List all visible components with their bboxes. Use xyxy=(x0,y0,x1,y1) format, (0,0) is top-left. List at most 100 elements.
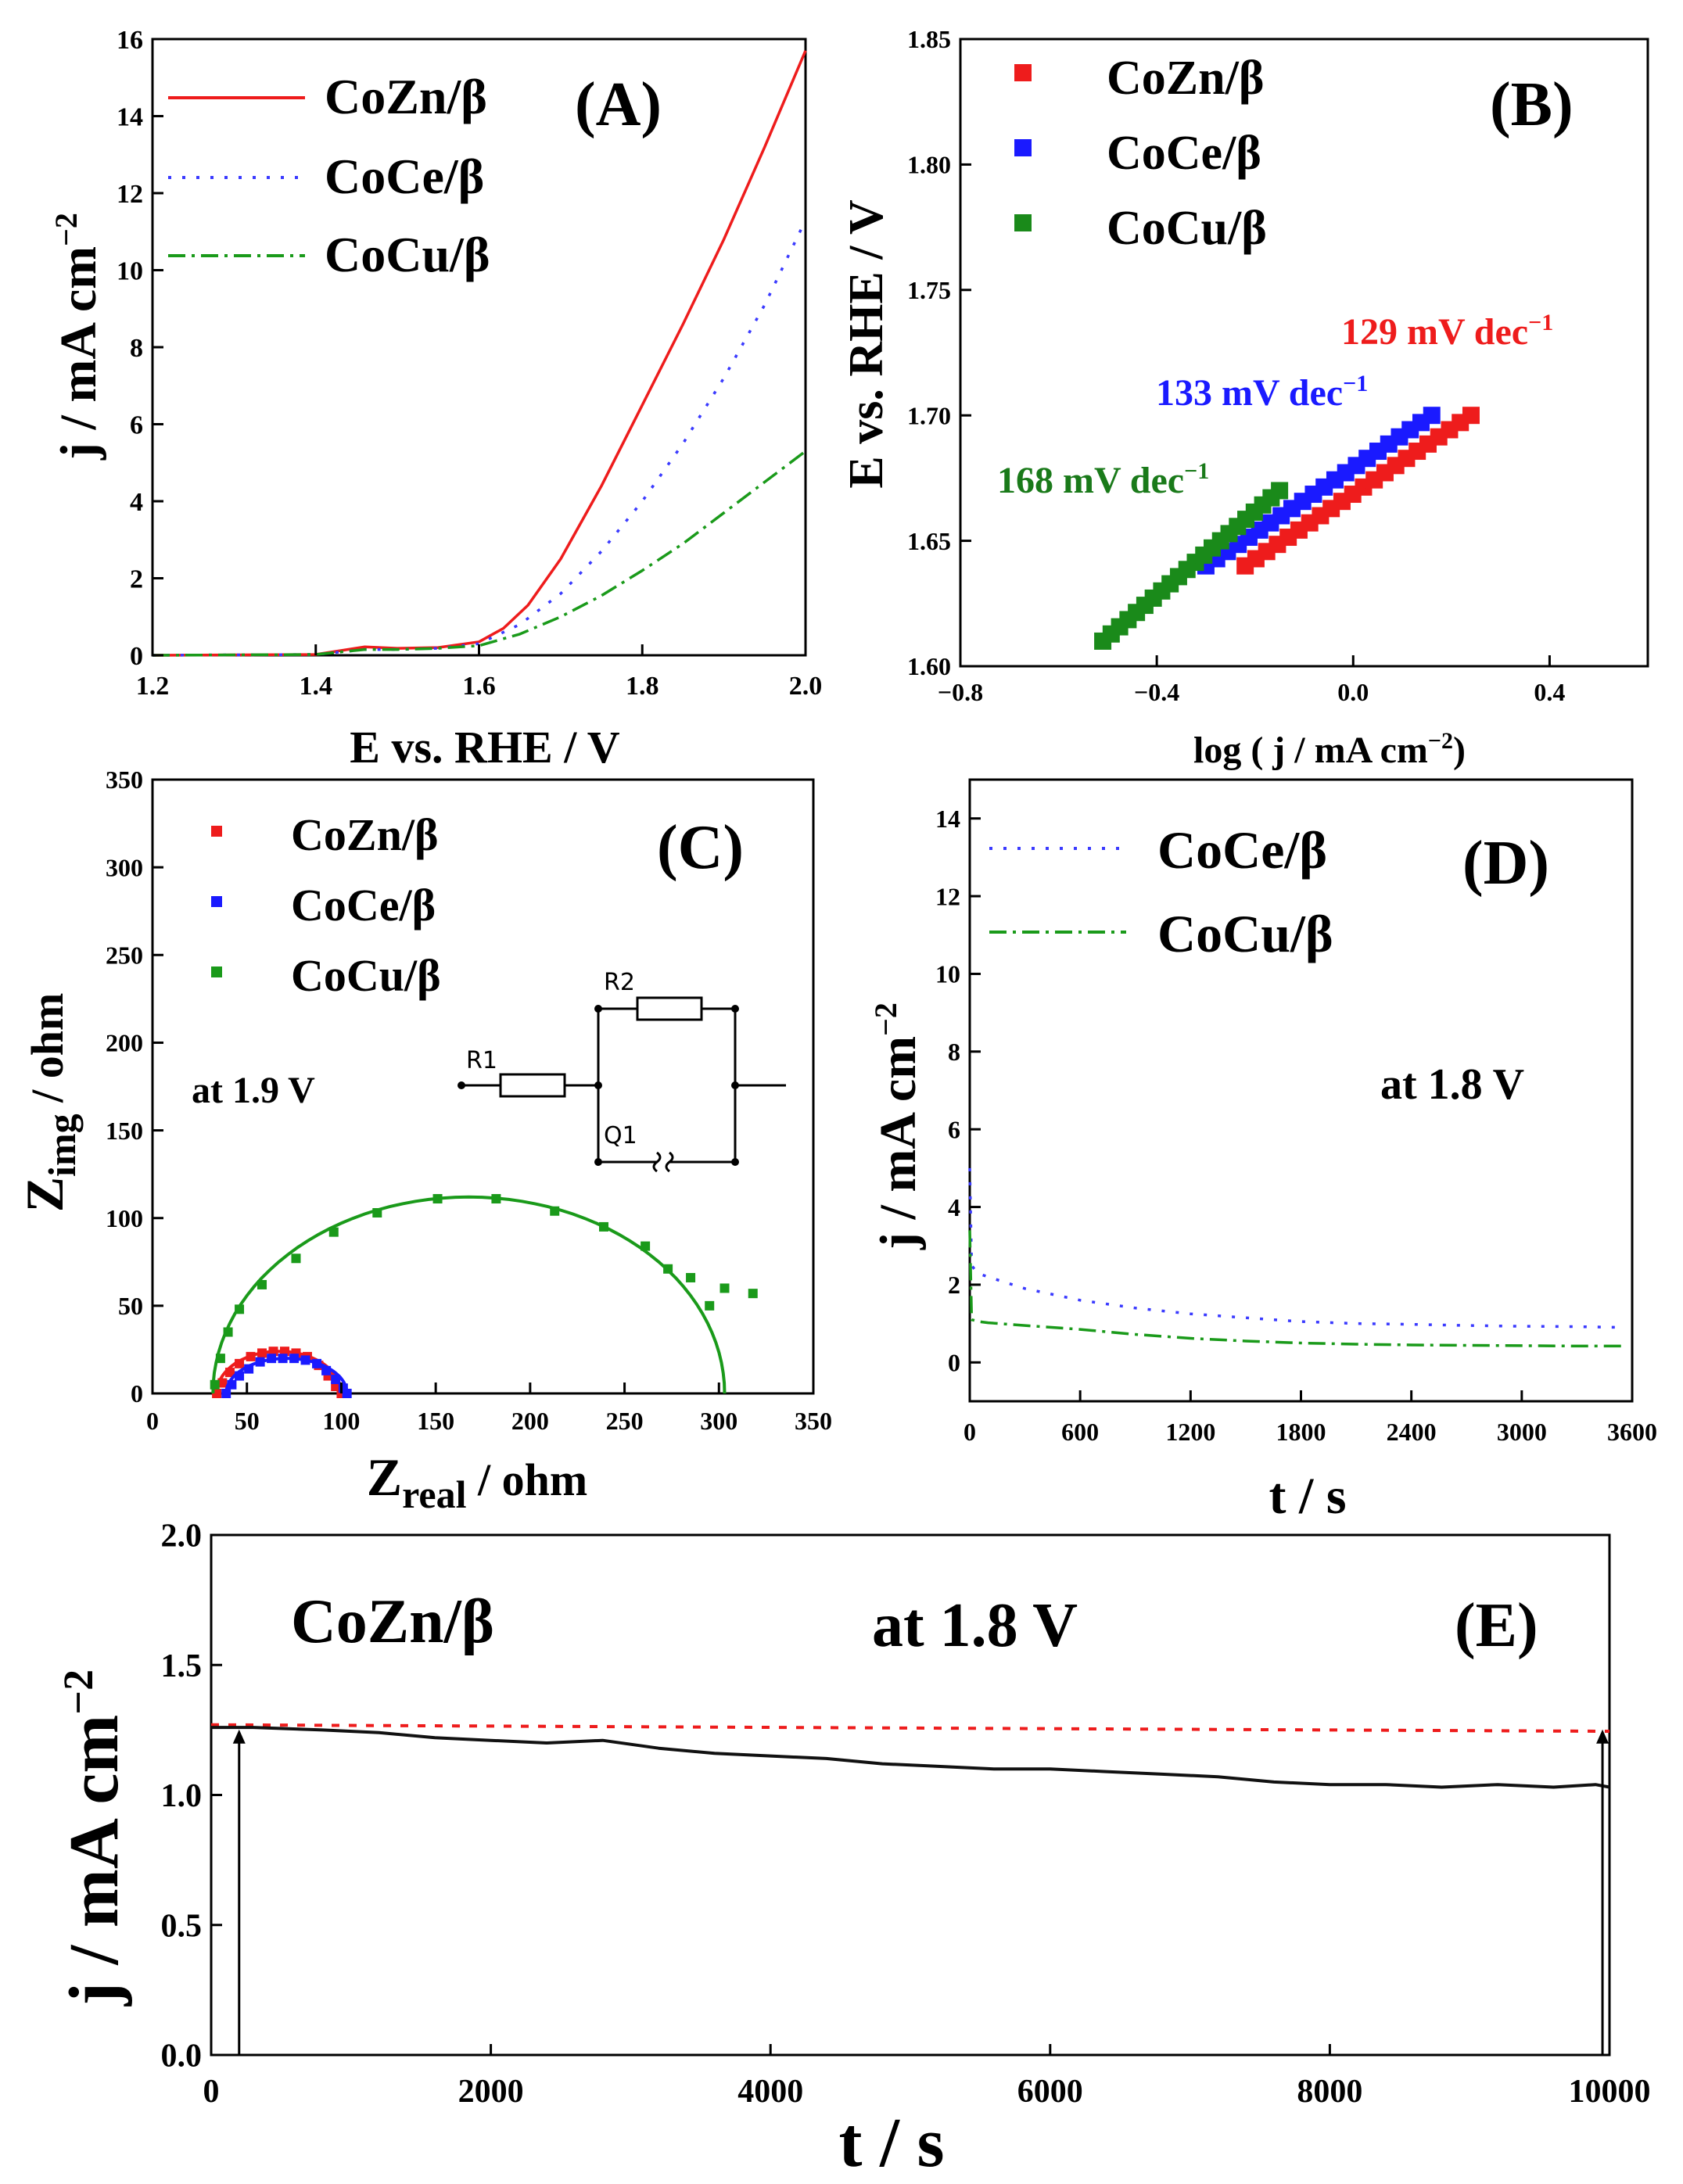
y-tick-label: 1.5 xyxy=(161,1648,203,1684)
y-tick-label: 300 xyxy=(106,853,143,881)
series-line-cozn xyxy=(211,1726,1610,1789)
legend-label-cocu: CoCu/β xyxy=(325,227,490,282)
data-point-cocu xyxy=(719,1283,730,1293)
panel-c-x-axis-title: Zreal / ohm xyxy=(367,1447,587,1516)
y-tick-label: 2 xyxy=(948,1271,960,1299)
panel-b-x-axis-title-main: log ( j / mA cm xyxy=(1193,730,1428,771)
legend-label-cozn: CoZn/β xyxy=(325,69,487,124)
series-line-coce xyxy=(968,1167,1624,1329)
y-tick-label: 200 xyxy=(106,1029,143,1057)
panel-e: 0 2000 4000 6000 8000 10000 0.0 0.5 1.0 1.5 2.0 (E… xyxy=(55,1519,1651,2182)
y-tick-label: 0 xyxy=(130,642,143,671)
y-tick-label: 1.80 xyxy=(907,151,951,179)
series-line-cocu xyxy=(152,450,807,657)
legend-marker-cozn xyxy=(1014,64,1032,81)
legend-label-cozn: CoZn/β xyxy=(291,809,439,860)
y-tick-label: 14 xyxy=(935,805,960,833)
resistor-r1 xyxy=(499,1073,566,1098)
panel-c-x-axis-title-main: Z xyxy=(367,1447,402,1507)
data-point-cocu xyxy=(432,1194,443,1204)
x-tick-label: 3000 xyxy=(1497,1418,1547,1446)
y-tick-label: 14 xyxy=(117,102,143,131)
panel-c-y-axis-title: Zimg / ohm xyxy=(15,993,84,1213)
series-line-coce xyxy=(152,219,807,657)
data-point-coce xyxy=(235,1371,245,1381)
y-tick-label: 1.65 xyxy=(907,527,951,555)
legend-label-cozn: CoZn/β xyxy=(1107,52,1265,105)
y-tick-label: 0 xyxy=(131,1379,143,1408)
data-point-coce xyxy=(221,1389,231,1398)
y-tick-label: 0 xyxy=(948,1349,960,1377)
legend-label-coce: CoCe/β xyxy=(1107,127,1261,180)
x-tick-label: 300 xyxy=(700,1407,737,1435)
slope-label-cozn-main: 129 mV dec xyxy=(1341,311,1528,353)
panel-a-plot-area xyxy=(152,50,807,657)
series-line-cozn xyxy=(152,50,807,657)
legend-label-coce: CoCe/β xyxy=(1157,820,1327,880)
panel-c-plot-area xyxy=(210,1194,758,1398)
data-point-coce xyxy=(331,1375,341,1385)
slope-label-cocu: 168 mV dec−1 xyxy=(997,458,1209,501)
data-point-cocu xyxy=(748,1289,758,1299)
panel-e-y-axis-title-sup: −2 xyxy=(55,1669,102,1715)
y-tick-label: 150 xyxy=(106,1117,143,1145)
x-tick-label: 8000 xyxy=(1297,2074,1362,2110)
data-point-coce xyxy=(227,1379,237,1390)
panel-b-frame xyxy=(959,38,1649,668)
legend-label-cocu: CoCu/β xyxy=(1157,904,1333,963)
y-tick-label: 10 xyxy=(117,256,143,285)
y-tick-label: 350 xyxy=(106,766,143,794)
panel-a-y-axis-title-sup: −2 xyxy=(48,213,84,246)
panel-c-frame xyxy=(151,778,815,1395)
x-tick-label: 4000 xyxy=(737,2074,803,2110)
legend-marker-cocu xyxy=(211,966,222,977)
panel-b-x-axis-title: log ( j / mA cm−2) xyxy=(1193,728,1466,771)
data-point-cocu xyxy=(215,1354,225,1364)
slope-label-coce: 133 mV dec−1 xyxy=(1156,371,1368,414)
x-tick-label: 50 xyxy=(235,1407,260,1435)
arrow-head xyxy=(232,1729,246,1744)
x-tick-label: 150 xyxy=(417,1407,454,1435)
legend-marker-coce xyxy=(211,896,222,907)
panel-d-plot-area xyxy=(968,1167,1624,1348)
y-tick-label: 16 xyxy=(117,26,143,55)
x-tick-label: 0 xyxy=(964,1418,976,1446)
data-point-cozn xyxy=(257,1348,267,1358)
panel-b: −0.8 −0.4 0.0 0.4 1.60 1.65 1.70 1.75 1.80 1.85 (… xyxy=(840,25,1649,771)
x-tick-label: 1200 xyxy=(1165,1418,1215,1446)
panel-a-y-axis-title: j / mA cm−2 xyxy=(48,213,107,461)
data-point-cocu xyxy=(663,1264,673,1274)
y-tick-label: 0.0 xyxy=(161,2039,203,2075)
data-point-coce xyxy=(342,1389,352,1398)
x-tick-label: 2400 xyxy=(1387,1418,1437,1446)
data-point-coce xyxy=(289,1354,300,1364)
panel-c-x-axis-title-sub: real xyxy=(402,1472,466,1516)
data-point-cocu xyxy=(641,1241,651,1251)
panel-b-legend: CoZn/β CoCe/β CoCu/β xyxy=(1014,52,1267,255)
slope-label-cocu-main: 168 mV dec xyxy=(997,460,1184,501)
y-tick-label: 8 xyxy=(130,334,143,363)
panel-c-y-axis-title-main: Z xyxy=(15,1177,74,1212)
circuit-node xyxy=(594,1081,602,1089)
panel-c: 0 50 100 150 200 250 300 350 0 50 100 150 200 250 300 3… xyxy=(15,766,832,1516)
panel-c-y-axis-title-end: / ohm xyxy=(22,993,73,1114)
y-tick-label: 0.5 xyxy=(161,1908,203,1944)
data-point-cocu xyxy=(372,1207,382,1218)
circuit-node xyxy=(594,1158,602,1166)
circuit-node xyxy=(731,1158,739,1166)
panel-c-condition: at 1.9 V xyxy=(192,1070,315,1111)
panel-b-plot-area xyxy=(1094,407,1480,650)
panel-e-condition: at 1.8 V xyxy=(872,1591,1078,1660)
data-point-cocu xyxy=(291,1253,301,1264)
x-tick-label: 1.4 xyxy=(300,672,333,701)
x-tick-label: −0.4 xyxy=(1134,678,1179,706)
panel-e-y-axis-title: j / mA cm−2 xyxy=(55,1669,133,2006)
y-tick-label: 100 xyxy=(106,1204,143,1232)
data-point-cocu xyxy=(491,1194,501,1204)
panel-b-x-axis-title-end: ) xyxy=(1453,730,1466,771)
x-tick-label: 200 xyxy=(511,1407,549,1435)
panel-a-x-axis-title: E vs. RHE / V xyxy=(350,722,620,773)
x-tick-label: 1800 xyxy=(1276,1418,1326,1446)
panel-e-plot-area xyxy=(210,1723,1610,2055)
